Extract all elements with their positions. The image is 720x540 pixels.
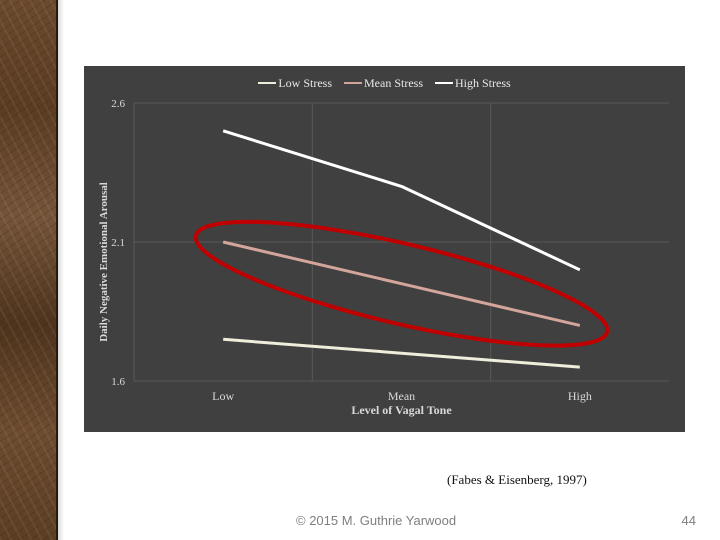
series-line-mean-stress bbox=[222, 240, 581, 327]
legend-item: Mean Stress bbox=[344, 75, 423, 91]
plot-area bbox=[84, 66, 685, 432]
highlight-ellipse bbox=[193, 219, 610, 348]
x-tick-label: High bbox=[568, 389, 592, 403]
series-line-high-stress bbox=[222, 129, 581, 272]
sidebar-divider bbox=[56, 0, 58, 540]
marble-sidebar bbox=[0, 0, 56, 540]
legend-item: High Stress bbox=[435, 75, 511, 91]
x-tick-label: Mean bbox=[388, 389, 415, 403]
x-tick-label: Low bbox=[212, 389, 234, 403]
citation: (Fabes & Eisenberg, 1997) bbox=[447, 472, 587, 487]
legend-label: Low Stress bbox=[278, 75, 332, 90]
slide-shadow bbox=[58, 0, 64, 540]
legend-swatch bbox=[258, 82, 277, 84]
line-chart: 1.6 2.1 2.6 Low Mean High Level of Vagal Tone D… bbox=[98, 98, 669, 417]
page-number: 44 bbox=[681, 513, 696, 528]
series-line-low-stress bbox=[223, 337, 580, 369]
legend: Low Stress Mean Stress High Stress bbox=[84, 75, 685, 91]
legend-swatch bbox=[435, 82, 453, 84]
legend-label: Mean Stress bbox=[364, 75, 423, 90]
y-tick-label: 2.6 bbox=[111, 98, 125, 110]
legend-item: Low Stress bbox=[258, 75, 332, 91]
legend-label: High Stress bbox=[455, 75, 511, 90]
x-axis-title: Level of Vagal Tone bbox=[351, 403, 452, 417]
legend-swatch bbox=[344, 82, 362, 84]
y-axis-title: Daily Negative Emotional Arousal bbox=[98, 182, 110, 342]
y-tick-label: 2.1 bbox=[111, 237, 125, 249]
y-tick-label: 1.6 bbox=[111, 376, 125, 388]
copyright-footer: © 2015 M. Guthrie Yarwood bbox=[296, 513, 457, 528]
